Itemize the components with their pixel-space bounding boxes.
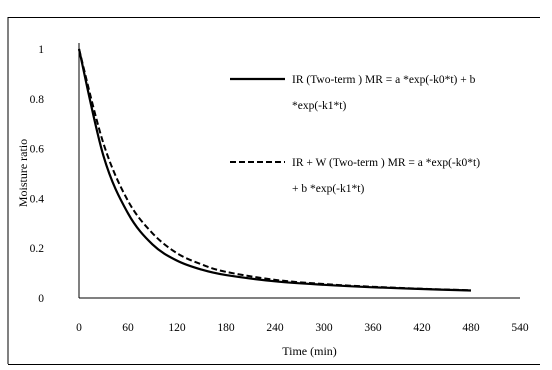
legend: IR (Two-term ) MR = a *exp(-k0*t) + b *e…: [230, 74, 480, 195]
x-tick-label: 0: [76, 322, 82, 334]
x-tick-label: 420: [413, 322, 431, 334]
chart-frame: [7, 17, 540, 364]
legend-label-ir-line1: IR (Two-term ) MR = a *exp(-k0*t) + b: [292, 74, 476, 86]
x-tick-label: 240: [266, 322, 284, 334]
y-tick-label: 0: [38, 293, 44, 305]
x-tick-label: 300: [315, 322, 333, 334]
series-line-ir-w: [78, 48, 472, 292]
x-tick-label: 360: [364, 322, 382, 334]
legend-label-ir-line2: *exp(-k1*t): [292, 100, 346, 112]
x-tick-label: 120: [168, 322, 186, 334]
x-tick-label: 540: [511, 322, 529, 334]
y-axis-title: Moisture ratio: [16, 139, 30, 207]
y-tick-label: 1: [38, 44, 44, 56]
x-axis-title: Time (min): [282, 344, 337, 358]
y-tick-label: 0.2: [30, 243, 45, 255]
series-layer: [77, 48, 472, 292]
x-tick-label: 180: [217, 322, 235, 334]
x-tick-label: 60: [122, 322, 134, 334]
x-tick-label: 480: [462, 322, 480, 334]
x-tick-labels: 0 60 120 180 240 300 360 420 480 540: [76, 322, 529, 334]
legend-label-irw-line1: IR + W (Two-term ) MR = a *exp(-k0*t): [292, 157, 480, 169]
legend-label-irw-line2: + b *exp(-k1*t): [292, 183, 364, 195]
y-tick-label: 0.6: [30, 144, 45, 156]
y-tick-label: 0.4: [30, 193, 45, 205]
y-tick-label: 0.8: [30, 94, 45, 106]
y-tick-labels: 0 0.2 0.4 0.6 0.8 1: [30, 44, 45, 305]
